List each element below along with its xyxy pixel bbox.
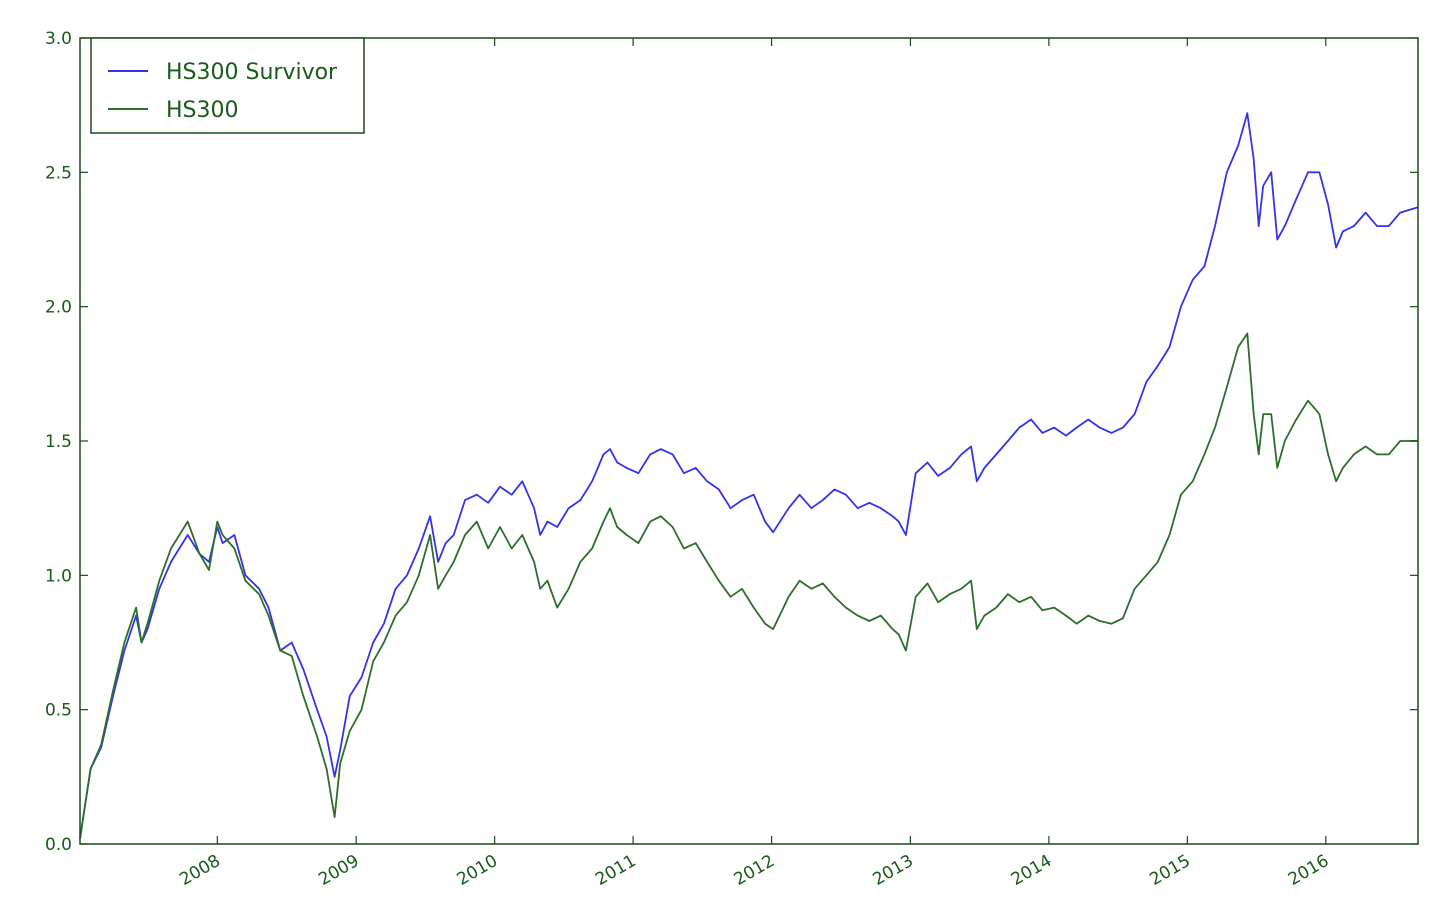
series-layer [79,112,1419,839]
x-axis: 2008 2009 2010 2011 2012 2013 2014 2015 2016 [176,38,1332,890]
series-line-hs300-survivor [79,112,1419,839]
x-tick-label: 2013 [869,851,916,890]
legend-label: HS300 [166,98,239,123]
x-tick-label: 2016 [1285,851,1332,890]
x-tick-label: 2015 [1146,851,1193,890]
y-tick-label: 2.0 [45,298,72,318]
y-axis: 0.0 0.5 1.0 1.5 2.0 2.5 3.0 [45,29,1418,855]
x-tick-label: 2012 [731,851,778,890]
legend-box [90,37,365,134]
x-tick-label: 2011 [592,851,639,890]
series-line-hs300 [79,332,1418,839]
y-tick-label: 0.0 [45,835,72,855]
x-tick-label: 2014 [1008,851,1055,890]
legend-label: HS300 Survivor [166,60,338,85]
legend-item-hs300-survivor: HS300 Survivor [108,60,338,85]
x-tick-label: 2010 [454,851,501,890]
legend-item-hs300: HS300 [108,98,239,123]
plot-frame [79,37,1419,845]
y-tick-label: 2.5 [45,163,72,183]
y-tick-label: 1.0 [45,566,72,586]
legend: HS300 Survivor HS300 [90,37,365,134]
x-tick-label: 2008 [176,851,223,890]
y-tick-label: 1.5 [45,432,72,452]
x-tick-label: 2009 [315,851,362,890]
y-tick-label: 0.5 [45,701,72,721]
y-tick-label: 3.0 [45,29,72,49]
